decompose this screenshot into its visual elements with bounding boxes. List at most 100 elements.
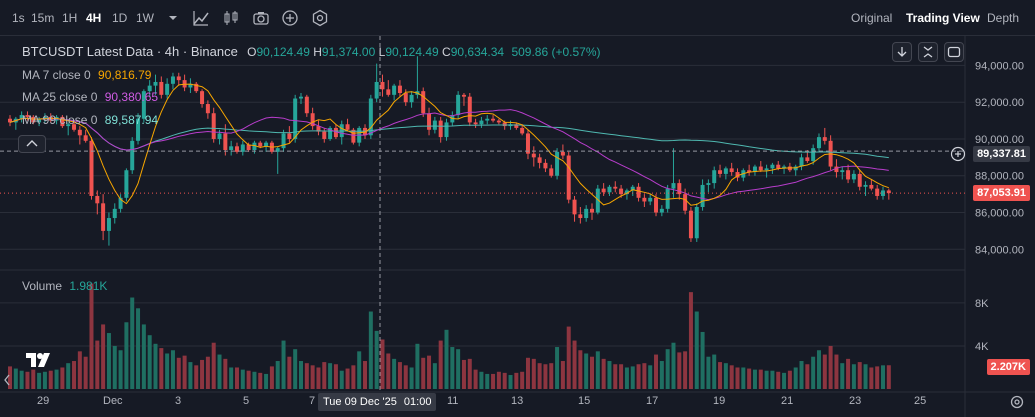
volume-bar bbox=[473, 369, 478, 389]
volume-bar bbox=[8, 366, 12, 389]
candle-body bbox=[537, 157, 542, 163]
scroll-to-end-button[interactable] bbox=[892, 42, 912, 62]
chart-toolbar: 1s 15m 1H 4H 1D 1W Original Trading View… bbox=[0, 0, 1035, 36]
volume-bar bbox=[479, 371, 484, 389]
volume-bar bbox=[590, 356, 594, 389]
volume-bar bbox=[758, 369, 763, 389]
candle-body bbox=[863, 184, 868, 187]
candle-body bbox=[834, 166, 839, 173]
candle-body bbox=[310, 113, 315, 127]
volume-bar bbox=[630, 366, 635, 389]
legend-ma99[interactable]: MA 99 close 0 89,587.94 bbox=[22, 113, 158, 127]
ma7-value: 90,816.79 bbox=[98, 68, 152, 82]
candle-body bbox=[706, 183, 711, 185]
candle-body bbox=[811, 148, 816, 162]
candle-body bbox=[607, 186, 612, 193]
legend-title: BTCUSDT Latest Data · 4h · Binance bbox=[22, 44, 238, 59]
time-tick-label: 21 bbox=[781, 395, 794, 407]
tradingview-logo bbox=[26, 353, 50, 367]
candle-body bbox=[19, 115, 24, 119]
crosshair-time: 01:00 bbox=[403, 396, 432, 408]
candle-body bbox=[124, 170, 129, 198]
price-chart[interactable]: 94,000.00 92,000.00 90,000.00 88,000.00 86,0… bbox=[0, 36, 1035, 417]
volume-bar bbox=[846, 358, 851, 389]
volume-bar bbox=[165, 353, 170, 389]
collapse-chart-button[interactable] bbox=[918, 42, 938, 62]
candle-body bbox=[566, 155, 571, 200]
timeframe-1s[interactable]: 1s bbox=[12, 11, 25, 25]
legend-ma25[interactable]: MA 25 close 0 90,380.65 bbox=[22, 90, 158, 104]
volume-bar bbox=[392, 358, 397, 389]
volume-bar bbox=[258, 372, 263, 389]
legend-low: 90,124.49 bbox=[385, 45, 439, 59]
volume-bar bbox=[357, 351, 362, 389]
candle-body bbox=[333, 127, 338, 138]
candle-body bbox=[648, 197, 653, 202]
candle-body bbox=[712, 170, 717, 184]
scroll-left-icon[interactable] bbox=[2, 372, 12, 388]
volume-bar bbox=[363, 361, 368, 389]
collapse-icon bbox=[923, 46, 933, 58]
price-tick-label: 88,000.00 bbox=[975, 171, 1024, 183]
candle-body bbox=[560, 151, 565, 156]
chevron-down-icon[interactable] bbox=[164, 9, 182, 27]
timeframe-1d[interactable]: 1D bbox=[112, 11, 128, 25]
collapse-legend-button[interactable] bbox=[18, 135, 46, 153]
view-depth[interactable]: Depth bbox=[987, 11, 1020, 25]
candle-body bbox=[485, 118, 490, 121]
fullscreen-button[interactable] bbox=[944, 42, 964, 62]
candle-body bbox=[857, 173, 862, 187]
timeframe-15m[interactable]: 15m bbox=[31, 11, 55, 25]
candle-body bbox=[595, 188, 600, 213]
volume-bar bbox=[857, 362, 862, 389]
volume-bar bbox=[217, 354, 222, 389]
volume-bar bbox=[101, 324, 106, 389]
ma99-line bbox=[9, 117, 889, 159]
candle-body bbox=[380, 81, 385, 90]
timeframe-1h[interactable]: 1H bbox=[62, 11, 78, 25]
volume-bar bbox=[677, 352, 682, 389]
add-alert-icon[interactable] bbox=[950, 146, 966, 162]
volume-bar bbox=[805, 364, 810, 389]
volume-bar bbox=[578, 350, 583, 389]
volume-bar bbox=[491, 373, 496, 389]
legend-ma7[interactable]: MA 7 close 0 90,816.79 bbox=[22, 68, 151, 82]
candle-body bbox=[729, 168, 734, 173]
volume-bar bbox=[828, 345, 833, 389]
candle-type-icon[interactable] bbox=[222, 9, 240, 27]
camera-icon[interactable] bbox=[252, 9, 270, 27]
timeframe-4h[interactable]: 4H bbox=[86, 11, 102, 25]
time-tick-label: 5 bbox=[243, 395, 250, 407]
volume-bar bbox=[502, 372, 507, 389]
candle-body bbox=[421, 91, 426, 114]
candle-body bbox=[479, 120, 484, 125]
volume-bar bbox=[31, 369, 36, 389]
volume-bar bbox=[776, 371, 781, 389]
settings-icon[interactable] bbox=[311, 9, 329, 27]
candle-body bbox=[328, 127, 333, 139]
add-icon[interactable] bbox=[281, 9, 299, 27]
volume-bar bbox=[25, 371, 30, 389]
candle-body bbox=[671, 183, 676, 189]
legend-header: BTCUSDT Latest Data · 4h · Binance O90,1… bbox=[22, 44, 601, 59]
volume-bar bbox=[438, 340, 443, 389]
volume-bar bbox=[48, 370, 53, 389]
timeframe-1w[interactable]: 1W bbox=[136, 11, 154, 25]
candle-body bbox=[194, 83, 199, 92]
volume-bar bbox=[240, 369, 245, 389]
view-trading-view[interactable]: Trading View bbox=[906, 11, 980, 25]
volume-bar bbox=[799, 361, 804, 389]
candle-body bbox=[520, 127, 525, 134]
time-tick-label: 17 bbox=[646, 395, 659, 407]
volume-bar bbox=[531, 358, 536, 389]
volume-last-label: 2.207K bbox=[986, 359, 1030, 375]
volume-bar bbox=[223, 358, 228, 389]
axis-settings-icon[interactable] bbox=[1009, 394, 1025, 410]
candle-body bbox=[613, 186, 618, 189]
candle-body bbox=[159, 81, 164, 95]
view-original[interactable]: Original bbox=[851, 11, 893, 25]
candle-body bbox=[572, 199, 577, 215]
ma25-line bbox=[9, 109, 889, 201]
indicators-icon[interactable] bbox=[192, 9, 210, 27]
time-tick-label: 13 bbox=[511, 395, 524, 407]
